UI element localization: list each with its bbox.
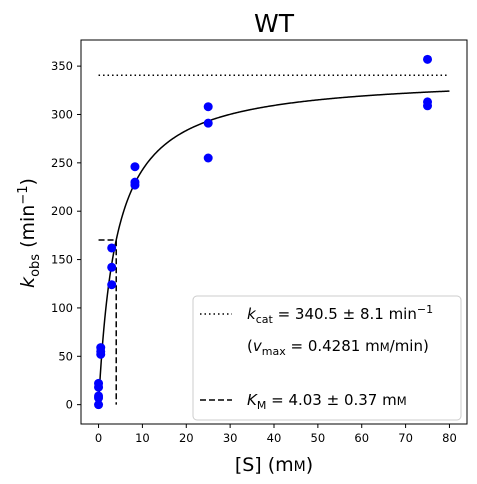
x-axis-label: [S] (mM) <box>235 454 313 476</box>
legend-text-part: /min) <box>390 337 429 355</box>
data-point <box>130 177 140 187</box>
x-tick-label: 20 <box>179 431 194 445</box>
legend-text-part: = 4.03 ± 0.37 m <box>266 391 396 409</box>
data-point <box>94 400 104 410</box>
legend-text-part: = 0.4281 m <box>286 337 380 355</box>
chart-title: WT <box>254 9 295 38</box>
legend-text-part: max <box>262 345 286 358</box>
y-axis-label: kobs (min−1) <box>16 178 43 288</box>
x-tick-label: 40 <box>267 431 282 445</box>
plot-area: 0 10 20 30 40 50 60 70 80 0 50 100 150 200 250 300 350 <box>51 39 468 445</box>
y-label-superscript: −1 <box>16 185 31 204</box>
x-label-close: ) <box>306 454 313 476</box>
x-tick-label: 30 <box>223 431 238 445</box>
y-tick-label: 300 <box>51 107 73 121</box>
y-tick-label: 50 <box>58 349 73 363</box>
y-tick-label: 100 <box>51 301 73 315</box>
legend-text-part: ( <box>247 337 253 355</box>
legend-entry-text: (vmax = 0.4281 mM/min) <box>247 337 429 358</box>
y-label-unit: (min <box>17 205 39 254</box>
legend-entry-text: kcat = 340.5 ± 8.1 min−1 <box>247 303 433 326</box>
y-tick-label: 0 <box>66 398 73 412</box>
data-point <box>94 391 104 401</box>
legend-text-part: v <box>253 337 263 355</box>
y-tick-label: 250 <box>51 156 73 170</box>
legend-box <box>192 295 462 421</box>
data-point <box>423 97 433 107</box>
legend-text-part: M <box>380 340 390 354</box>
legend-text-part: K <box>247 391 258 409</box>
data-point <box>203 153 213 163</box>
data-point <box>203 118 213 128</box>
legend: kcat = 340.5 ± 8.1 min−1 (vmax = 0.4281 m… <box>192 295 462 421</box>
y-label-subscript: obs <box>28 254 43 277</box>
km-marker-line <box>98 239 117 405</box>
data-point <box>94 378 104 388</box>
legend-text-part: k <box>247 305 257 323</box>
legend-text-part: cat <box>256 313 274 326</box>
y-label-close: ) <box>17 178 39 185</box>
x-tick-label: 0 <box>95 431 102 445</box>
x-tick-label: 60 <box>354 431 369 445</box>
x-label-small-caps: M <box>294 459 306 475</box>
legend-text-part: −1 <box>417 303 433 316</box>
data-point <box>107 280 117 290</box>
y-tick-label: 150 <box>51 253 73 267</box>
x-tick-label: 10 <box>135 431 150 445</box>
data-point <box>107 243 117 253</box>
data-point <box>203 102 213 112</box>
x-label-text: [S] (m <box>235 454 294 476</box>
x-tick-label: 70 <box>398 431 413 445</box>
legend-text-part: = 340.5 ± 8.1 min <box>273 305 417 323</box>
legend-text-part: M <box>257 399 267 412</box>
legend-entry-text: KM = 4.03 ± 0.37 mM <box>247 391 407 412</box>
x-tick-label: 80 <box>442 431 457 445</box>
data-point <box>423 54 433 64</box>
data-point <box>107 262 117 272</box>
y-tick-label: 200 <box>51 204 73 218</box>
data-point <box>96 343 106 353</box>
fit-curve <box>97 90 450 405</box>
y-tick-label: 350 <box>51 59 73 73</box>
x-tick-label: 50 <box>311 431 326 445</box>
data-point <box>130 162 140 172</box>
y-label-k: k <box>17 276 39 288</box>
legend-text-part: M <box>397 394 407 408</box>
